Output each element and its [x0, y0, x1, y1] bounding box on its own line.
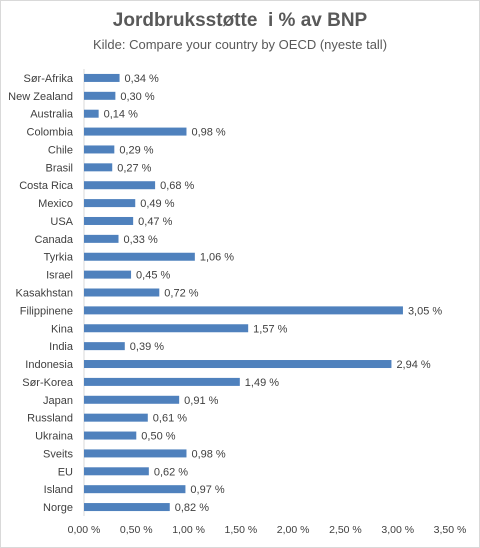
category-label: Kina: [51, 323, 74, 335]
value-label: 0,34 %: [125, 73, 159, 85]
category-label: Canada: [34, 234, 73, 246]
bar: [84, 288, 160, 297]
category-label: Filippinene: [20, 305, 73, 317]
value-label: 0,98 %: [191, 448, 225, 460]
x-tick-label: 0,50 %: [120, 524, 153, 536]
value-label: 1,57 %: [253, 323, 287, 335]
value-label: 0,39 %: [130, 341, 164, 353]
bar: [84, 431, 137, 440]
x-tick-label: 2,50 %: [329, 524, 362, 536]
value-label: 0,72 %: [164, 288, 198, 300]
value-label: 0,50 %: [141, 431, 175, 443]
bar: [84, 199, 136, 208]
value-label: 0,61 %: [153, 413, 187, 425]
category-label: Chile: [48, 144, 73, 156]
category-label: Ukraina: [35, 431, 74, 443]
category-label: Sveits: [43, 448, 73, 460]
bar: [84, 485, 186, 494]
value-label: 1,06 %: [200, 252, 234, 264]
bar: [84, 377, 240, 386]
category-label: Indonesia: [25, 359, 74, 371]
value-label: 0,14 %: [104, 109, 138, 121]
value-label: 0,62 %: [154, 466, 188, 478]
chart-title: Jordbruksstøtte i % av BNP: [112, 10, 368, 31]
category-label: Sør-Korea: [22, 377, 74, 389]
category-label: Norge: [43, 502, 73, 514]
value-label: 0,98 %: [191, 127, 225, 139]
category-label: Colombia: [27, 127, 74, 139]
bar: [84, 181, 156, 190]
category-label: Japan: [43, 395, 73, 407]
value-label: 0,27 %: [117, 162, 151, 174]
value-label: 0,29 %: [119, 144, 153, 156]
category-label: Kasakhstan: [16, 288, 73, 300]
x-tick-label: 2,00 %: [277, 524, 310, 536]
bar: [84, 91, 116, 100]
category-label: Island: [44, 484, 73, 496]
value-label: 0,45 %: [136, 270, 170, 282]
bar: [84, 413, 148, 422]
category-label: Tyrkia: [44, 252, 74, 264]
value-label: 0,97 %: [190, 484, 224, 496]
value-label: 0,68 %: [160, 180, 194, 192]
category-label: Israel: [46, 270, 73, 282]
category-label: Brasil: [45, 162, 73, 174]
value-label: 0,47 %: [138, 216, 172, 228]
bar: [84, 395, 180, 404]
category-label: USA: [50, 216, 73, 228]
value-label: 1,49 %: [245, 377, 279, 389]
x-tick-label: 1,00 %: [172, 524, 205, 536]
value-label: 0,82 %: [175, 502, 209, 514]
bar: [84, 467, 149, 476]
bar: [84, 360, 392, 369]
category-label: Sør-Afrika: [24, 73, 74, 85]
x-tick-label: 3,00 %: [381, 524, 414, 536]
bar: [84, 306, 403, 315]
x-tick-label: 1,50 %: [225, 524, 258, 536]
category-label: Australia: [30, 109, 74, 121]
category-label: India: [49, 341, 74, 353]
category-label: New Zealand: [8, 91, 73, 103]
bar: [84, 163, 113, 172]
category-label: EU: [58, 466, 73, 478]
bar: [84, 216, 134, 225]
bar: [84, 109, 99, 118]
bar: [84, 270, 132, 279]
bar: [84, 449, 187, 458]
value-label: 0,33 %: [124, 234, 158, 246]
bar: [84, 252, 195, 261]
bar: [84, 342, 125, 351]
value-label: 0,30 %: [120, 91, 154, 103]
bar: [84, 503, 170, 512]
bar: [84, 73, 120, 82]
x-tick-label: 0,00 %: [68, 524, 101, 536]
value-label: 0,91 %: [184, 395, 218, 407]
bar: [84, 127, 187, 136]
category-label: Mexico: [38, 198, 73, 210]
bar: [84, 324, 249, 333]
bar: [84, 145, 115, 154]
category-label: Russland: [27, 413, 73, 425]
value-label: 2,94 %: [396, 359, 430, 371]
chart-subtitle: Kilde: Compare your country by OECD (nye…: [92, 37, 388, 52]
value-label: 3,05 %: [408, 305, 442, 317]
category-label: Costa Rica: [19, 180, 74, 192]
bar: [84, 234, 119, 243]
x-tick-label: 3,50 %: [434, 524, 467, 536]
value-label: 0,49 %: [140, 198, 174, 210]
